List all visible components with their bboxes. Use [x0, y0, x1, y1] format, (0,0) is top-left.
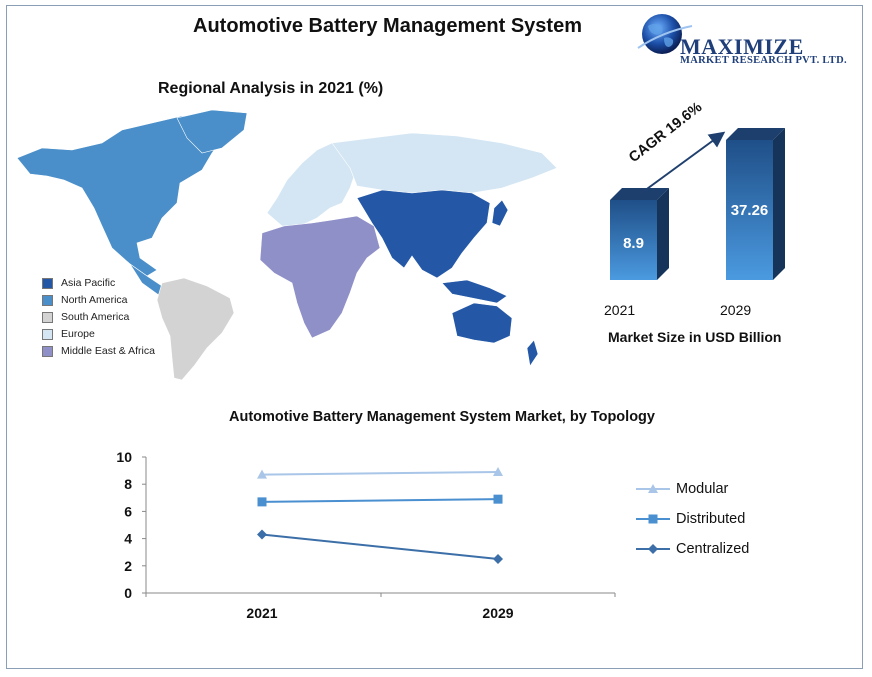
legend-swatch [42, 345, 53, 357]
bar-2021 [610, 200, 657, 280]
data-point-centralized-2029 [493, 554, 503, 564]
data-point-centralized-2021 [257, 529, 267, 540]
topology-line-chart: 0 2 4 6 8 10 2021 2029 [116, 449, 616, 621]
data-point-distributed-2029 [493, 494, 503, 504]
series-line-centralized [261, 533, 499, 560]
x-tick-label: 2029 [482, 605, 513, 621]
x-tick-label: 2021 [246, 605, 277, 621]
region-asia-pacific [356, 189, 491, 279]
legend-marker [636, 514, 670, 524]
data-point-modular-2029 [493, 466, 503, 476]
legend-marker [636, 484, 670, 493]
bar-top-2021 [610, 188, 669, 200]
legend-label: Asia Pacific [61, 277, 116, 289]
legend-label: Middle East & Africa [61, 345, 155, 357]
y-tick-label: 4 [124, 531, 132, 547]
bar-year-2029: 2029 [720, 302, 752, 318]
legend-item-europe: Europe [42, 327, 95, 341]
bar-side-2029 [773, 128, 785, 280]
legend-item-centralized: Centralized [636, 540, 749, 558]
market-size-caption: Market Size in USD Billion [608, 329, 782, 345]
legend-item-south-america: South America [42, 310, 129, 324]
region-australia [451, 302, 513, 344]
chart-title: Automotive Battery Management System Mar… [229, 409, 655, 425]
legend-item-north-america: North America [42, 293, 128, 307]
bar-year-2021: 2021 [604, 302, 636, 318]
legend-swatch [42, 328, 53, 340]
globe-icon [637, 14, 693, 54]
y-tick-label: 8 [124, 476, 132, 492]
bar-value-2021: 8.9 [623, 235, 644, 252]
data-point-distributed-2021 [257, 497, 267, 507]
legend-marker-shape [648, 544, 658, 554]
bar-top-2029 [726, 128, 785, 140]
legend-swatch [42, 294, 53, 306]
region-north-asia [331, 132, 558, 194]
bar-value-2029: 37.26 [730, 202, 769, 219]
legend-label: Europe [61, 328, 95, 340]
regional-title: Regional Analysis in 2021 (%) [158, 80, 384, 97]
bar-2029 [726, 140, 773, 280]
page-title: Automotive Battery Management System [193, 15, 582, 37]
legend-label: Modular [676, 481, 729, 497]
company-logo: MAXIMIZE MARKET RESEARCH PVT. LTD. [634, 8, 870, 74]
y-tick-label: 6 [124, 503, 132, 519]
legend-marker-shape [648, 484, 658, 493]
world-map [16, 109, 558, 381]
legend-marker-shape [648, 514, 658, 524]
legend-swatch [42, 311, 53, 323]
market-size-bars [610, 128, 785, 280]
logo-name: MAXIMIZE [680, 34, 804, 59]
legend-marker [636, 544, 670, 554]
legend-swatch [42, 277, 53, 289]
legend-label: Distributed [676, 511, 746, 527]
legend-label: Centralized [676, 541, 750, 557]
y-tick-label: 2 [124, 558, 132, 574]
logo-tagline: MARKET RESEARCH PVT. LTD. [680, 55, 847, 66]
cagr-arrow [639, 131, 726, 195]
infographic-frame [6, 5, 863, 669]
legend-label: South America [61, 311, 130, 323]
legend-label: North America [61, 294, 128, 306]
series-line-distributed [261, 498, 499, 503]
data-point-modular-2021 [257, 469, 267, 479]
series-line-modular [261, 470, 499, 476]
region-north-america [16, 115, 228, 277]
region-south-america [156, 277, 235, 381]
y-tick-label: 10 [116, 449, 132, 465]
region-greenland [176, 109, 248, 154]
legend-item-asia-pacific: Asia Pacific [42, 276, 115, 290]
legend-item-distributed: Distributed [636, 510, 745, 528]
bar-side-2021 [657, 188, 669, 280]
region-mea [259, 215, 381, 339]
y-tick-label: 0 [124, 585, 132, 601]
legend-item-mea: Middle East & Africa [42, 344, 155, 358]
legend-item-modular: Modular [636, 480, 728, 498]
